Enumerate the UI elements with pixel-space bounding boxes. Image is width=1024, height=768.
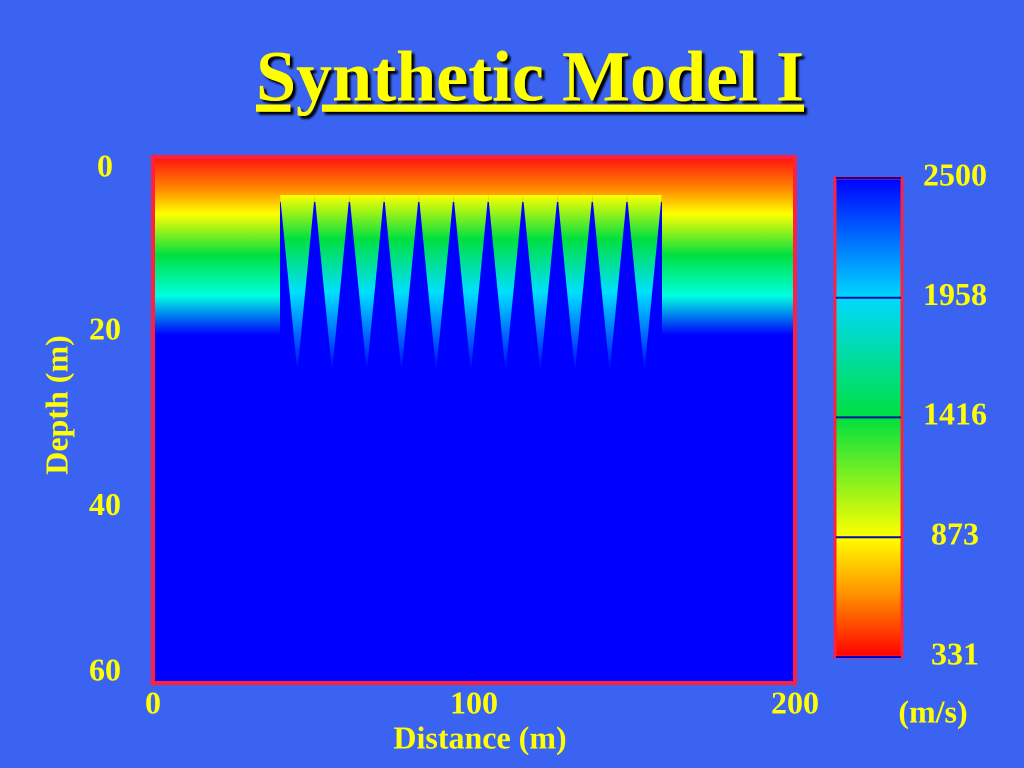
x-tick-label: 100 — [450, 684, 498, 720]
x-tick-label: 200 — [771, 684, 819, 720]
spike — [557, 195, 593, 372]
colorbar-tick-label: 873 — [931, 516, 979, 552]
heatmap — [151, 155, 797, 685]
y-tick-label: 60 — [89, 651, 121, 687]
spike — [592, 195, 627, 372]
colorbar-tick-label: 1416 — [923, 396, 987, 432]
y-tick-label: 40 — [89, 486, 121, 522]
colorbar-tick-label: 2500 — [923, 156, 987, 192]
spike — [453, 195, 489, 372]
spike — [384, 195, 419, 372]
spike — [488, 195, 523, 372]
spike — [627, 195, 662, 372]
colorbar-tick-label: 1958 — [923, 276, 987, 312]
y-tick-label: 0 — [97, 147, 113, 183]
title: Synthetic Model I — [256, 37, 804, 117]
spike — [314, 195, 350, 372]
colorbar-label: (m/s) — [898, 693, 967, 729]
spike — [522, 195, 558, 372]
x-tick-label: 0 — [145, 684, 161, 720]
x-axis-title: Distance (m) — [393, 719, 566, 755]
spike-top — [280, 157, 662, 202]
spike — [418, 195, 454, 372]
colorbar-tick-label: 331 — [931, 635, 979, 671]
y-tick-label: 20 — [89, 311, 121, 347]
y-axis-title: Depth (m) — [38, 335, 74, 475]
spike — [280, 195, 315, 372]
spikes — [280, 195, 662, 372]
spike — [349, 195, 385, 372]
